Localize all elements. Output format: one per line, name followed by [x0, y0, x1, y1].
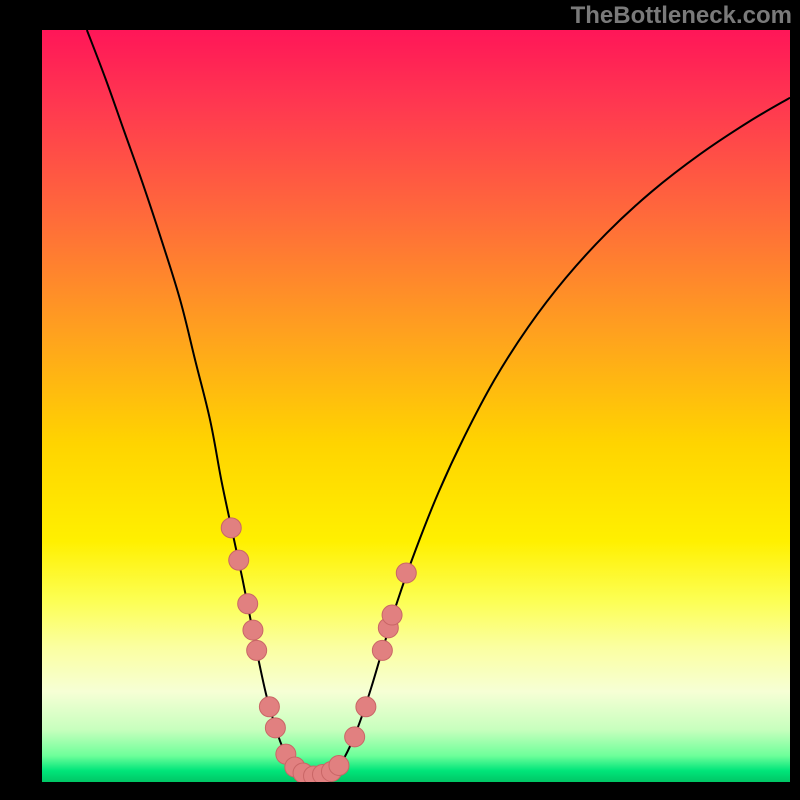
- curve-marker: [229, 550, 249, 570]
- watermark-text: TheBottleneck.com: [571, 2, 792, 30]
- curve-marker: [243, 620, 263, 640]
- curve-marker: [247, 640, 267, 660]
- plot-area: [42, 30, 790, 782]
- curve-marker: [329, 755, 349, 775]
- curve-marker: [265, 718, 285, 738]
- curve-marker: [238, 594, 258, 614]
- curve-marker: [221, 518, 241, 538]
- curve-marker: [259, 697, 279, 717]
- chart-curve-layer: [42, 30, 790, 782]
- curve-marker: [372, 640, 392, 660]
- curve-marker: [356, 697, 376, 717]
- curve-marker: [345, 727, 365, 747]
- bottleneck-curve: [87, 30, 790, 776]
- curve-marker: [396, 563, 416, 583]
- curve-marker: [382, 605, 402, 625]
